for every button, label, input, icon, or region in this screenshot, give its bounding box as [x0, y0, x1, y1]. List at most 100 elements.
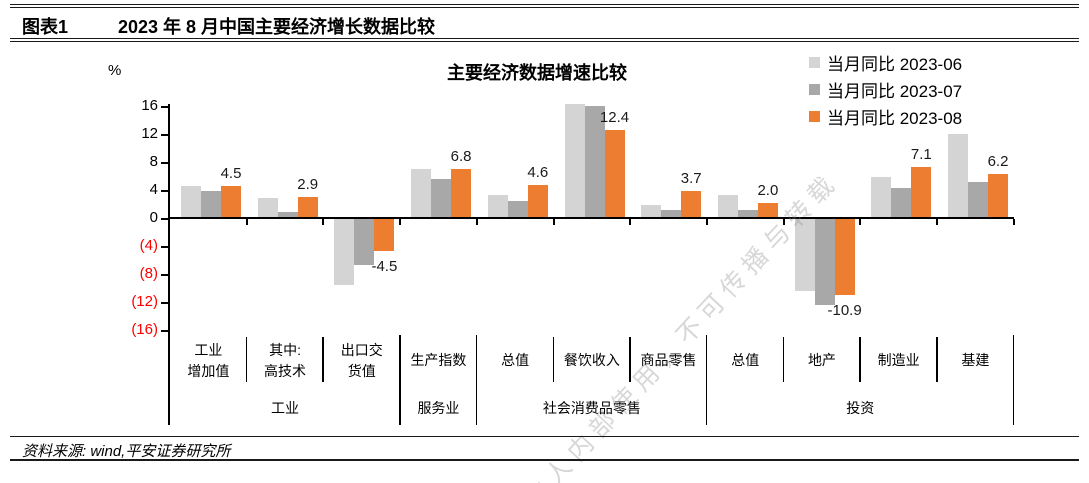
bar-当月同比 2023-07-基建 [968, 182, 988, 217]
bar-当月同比 2023-06-商品零售 [641, 205, 662, 217]
figure-tag: 图表1 [22, 17, 69, 37]
bar-当月同比 2023-07-出口交货值 [354, 219, 375, 266]
chart-title: 主要经济数据增速比较 [447, 63, 627, 83]
x-tick [245, 219, 248, 225]
y-tick [161, 302, 168, 304]
bar-当月同比 2023-07-工业增加值 [201, 191, 221, 217]
category-label-地产: 地产 [784, 337, 861, 384]
x-tick [322, 219, 325, 225]
bar-当月同比 2023-07-生产指数 [431, 178, 452, 217]
bar-value-label: 6.8 [450, 148, 472, 166]
category-group-label-投资: 投资 [846, 399, 875, 416]
bar-value-label: 2.9 [297, 175, 319, 193]
bar-当月同比 2023-06-出口交货值 [334, 219, 355, 285]
header-top-rule-1 [10, 4, 1079, 5]
category-group-label-服务业: 服务业 [417, 399, 460, 416]
category-label-总值: 总值 [477, 337, 554, 384]
x-tick [629, 219, 632, 225]
bar-当月同比 2023-06-工业增加值 [181, 186, 201, 217]
legend-label-2023-08: 当月同比 2023-08 [827, 109, 963, 128]
bar-当月同比 2023-06-地产 [794, 219, 815, 292]
category-label-商品零售: 商品零售 [630, 337, 707, 384]
bar-当月同比 2023-08-工业增加值 [221, 185, 241, 217]
bar-当月同比 2023-07-商品零售 [661, 210, 682, 217]
bar-当月同比 2023-08-商品零售 [681, 191, 702, 217]
bar-当月同比 2023-08-生产指数 [451, 169, 472, 217]
category-label-line: 其中: [269, 341, 301, 358]
bar-当月同比 2023-07-餐饮收入 [584, 106, 605, 217]
y-axis-line [168, 104, 170, 425]
y-tick-label: 0 [149, 209, 158, 226]
y-tick-label: 16 [141, 97, 158, 114]
category-separator [245, 337, 248, 382]
legend-label-2023-06: 当月同比 2023-06 [827, 55, 963, 74]
category-label-line: 高技术 [264, 362, 307, 379]
category-label-line: 增加值 [187, 362, 230, 379]
bar-当月同比 2023-08-总值 [527, 184, 548, 217]
category-separator [859, 337, 861, 382]
category-label-line: 制造业 [877, 352, 920, 368]
category-label-line: 基建 [961, 352, 990, 368]
bar-当月同比 2023-07-总值 [737, 210, 758, 217]
legend-swatch-2023-06-icon [809, 57, 820, 68]
x-tick [782, 219, 785, 225]
category-label-line: 餐饮收入 [563, 352, 620, 368]
x-axis-line [168, 217, 1014, 219]
bar-value-label: 2.0 [757, 182, 779, 199]
category-separator [782, 337, 785, 382]
category-label-line: 生产指数 [410, 352, 467, 368]
legend-item-2023-08: 当月同比 2023-08 [809, 103, 962, 130]
category-label-工业增加值: 工业 增加值 [170, 337, 247, 384]
category-separator [629, 337, 631, 382]
category-label-line: 总值 [731, 352, 760, 368]
bar-value-label: 6.2 [987, 152, 1009, 170]
legend-swatch-2023-08-icon [809, 111, 820, 122]
y-tick [161, 162, 168, 164]
category-label-line: 出口交 [340, 341, 383, 358]
legend-swatch-2023-07-icon [809, 84, 820, 95]
legend-item-2023-06: 当月同比 2023-06 [809, 49, 962, 76]
y-tick-label: (16) [131, 321, 158, 338]
x-tick [859, 219, 862, 225]
legend: 当月同比 2023-06 当月同比 2023-07 当月同比 2023-08 [809, 49, 962, 130]
header-top-rule-2 [10, 7, 1079, 8]
x-tick [936, 219, 938, 225]
x-tick [552, 219, 555, 225]
header-bottom-rule-1 [10, 38, 1079, 39]
bar-当月同比 2023-08-基建 [988, 173, 1008, 217]
y-tick-label: (8) [139, 265, 158, 282]
footer-top-rule [10, 436, 1079, 437]
bar-当月同比 2023-08-出口交货值 [374, 219, 395, 251]
category-group-separator [1012, 335, 1015, 425]
bar-当月同比 2023-07-制造业 [891, 188, 912, 217]
category-group-separator [475, 335, 478, 425]
legend-label-2023-07: 当月同比 2023-07 [827, 82, 963, 101]
category-label-line: 工业 [194, 341, 223, 358]
y-tick [161, 134, 168, 136]
category-separator [936, 337, 938, 382]
bar-当月同比 2023-06-基建 [948, 133, 968, 217]
bar-value-label: 3.7 [680, 170, 702, 188]
category-group-separator [705, 335, 708, 425]
category-group-label-工业: 工业 [271, 399, 300, 416]
category-label-出口交货值: 出口交 货值 [323, 337, 400, 384]
bar-value-label: 12.4 [599, 109, 630, 127]
bar-当月同比 2023-07-其中:高技术 [277, 212, 298, 217]
category-label-生产指数: 生产指数 [400, 337, 477, 384]
category-separator [552, 337, 554, 382]
y-tick-label: 4 [149, 181, 158, 198]
category-label-line: 货值 [347, 362, 376, 379]
y-tick-label: 12 [141, 125, 158, 142]
y-tick [161, 246, 168, 248]
x-tick [475, 219, 478, 225]
category-label-基建: 基建 [937, 337, 1014, 384]
category-label-其中:高技术: 其中: 高技术 [247, 337, 324, 384]
bar-当月同比 2023-08-制造业 [911, 167, 932, 217]
category-label-line: 地产 [807, 352, 836, 368]
category-separator [322, 337, 324, 382]
bar-value-label: 4.5 [220, 164, 242, 182]
bar-当月同比 2023-06-总值 [717, 194, 738, 217]
header-bottom-rule-2 [10, 41, 1079, 42]
bar-value-label: -10.9 [827, 302, 862, 320]
